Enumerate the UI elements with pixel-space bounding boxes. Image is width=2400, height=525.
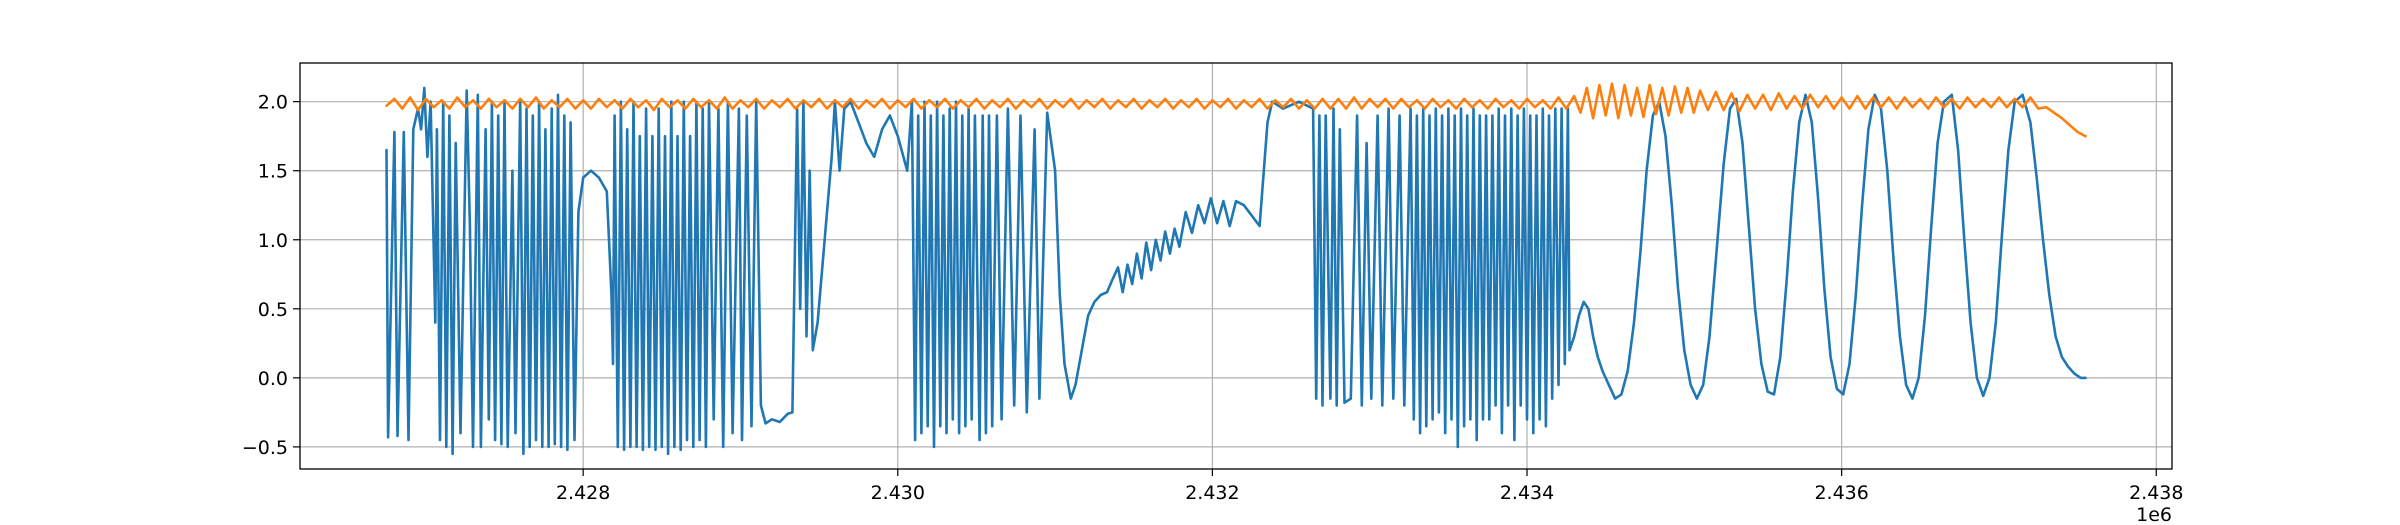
series-line-2 bbox=[385, 82, 2087, 138]
y-tick-label: 1.5 bbox=[258, 161, 288, 183]
x-tick-label: 2.432 bbox=[1185, 482, 1239, 504]
x-tick-label: 2.438 bbox=[2129, 482, 2183, 504]
x-tick-label: 2.428 bbox=[556, 482, 610, 504]
y-tick-label: −0.5 bbox=[242, 437, 288, 459]
series-line-1 bbox=[385, 86, 2087, 456]
x-tick-label: 2.436 bbox=[1814, 482, 1868, 504]
x-tick-label: 2.434 bbox=[1500, 482, 1554, 504]
y-tick-label: 0.0 bbox=[258, 368, 288, 390]
series-layer bbox=[385, 82, 2087, 456]
x-offset-label: 1e6 bbox=[2136, 504, 2172, 525]
x-tick-label: 2.430 bbox=[871, 482, 925, 504]
axis-ticks: 2.428 2.430 2.432 2.434 2.436 2.438 −0.5 0.0 0.5… bbox=[242, 92, 2184, 504]
y-tick-label: 2.0 bbox=[258, 92, 288, 114]
plot-frame bbox=[299, 62, 2173, 470]
y-tick-label: 1.0 bbox=[258, 230, 288, 252]
y-tick-label: 0.5 bbox=[258, 299, 288, 321]
